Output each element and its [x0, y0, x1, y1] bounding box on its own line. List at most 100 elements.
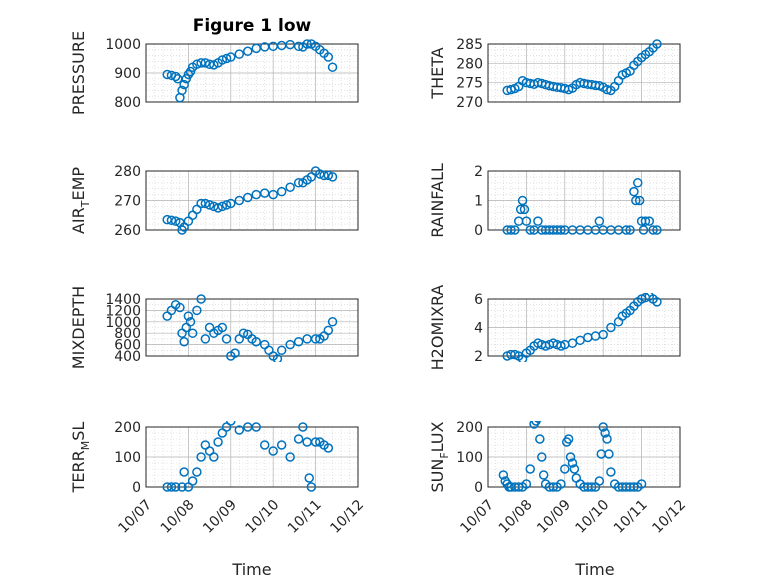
y-tick-label: 200 [114, 420, 141, 436]
data-point [498, 470, 509, 480]
data-point [221, 200, 232, 210]
data-point [276, 440, 287, 450]
data-point [226, 198, 236, 209]
data-point [556, 479, 566, 489]
x-tick-label: 10/07 [457, 497, 497, 537]
data-point [600, 428, 610, 438]
subplot-sun-flux: 0 100 200 SUNFLUX 10/0710/0810/0910/1010/111… [428, 420, 689, 537]
series-markers [162, 39, 338, 103]
data-point [323, 170, 334, 181]
data-point [629, 186, 639, 197]
series-markers [162, 166, 338, 235]
y-axis-label: PRESSURE [69, 31, 88, 115]
subplot-rainfall: 0 1 2 RAINFALL [428, 163, 681, 239]
series-markers [162, 294, 338, 362]
data-point [162, 69, 172, 80]
data-point [594, 216, 605, 226]
axes-box [145, 298, 359, 357]
data-point [238, 328, 249, 338]
data-point [234, 49, 245, 59]
data-point [170, 216, 181, 226]
data-point [510, 225, 520, 235]
data-point [310, 334, 321, 344]
y-tick-label: 1400 [105, 292, 141, 308]
data-point [638, 225, 649, 235]
data-point [230, 348, 240, 358]
axes-box [487, 43, 681, 103]
data-point [598, 422, 608, 432]
data-point [179, 467, 189, 477]
series-markers [502, 293, 662, 362]
y-tick-label: 100 [456, 450, 483, 466]
data-point [175, 302, 185, 313]
y-axis-label: RAINFALL [428, 163, 447, 238]
data-point [285, 452, 295, 462]
y-tick-label: 900 [114, 66, 141, 82]
data-point [221, 334, 232, 344]
data-point [556, 225, 566, 235]
data-point [525, 225, 535, 235]
data-point [521, 216, 532, 226]
data-point [217, 55, 228, 65]
data-point [560, 464, 570, 474]
y-tick-label: 260 [114, 223, 141, 239]
data-point [177, 85, 187, 96]
data-point [594, 476, 605, 486]
subplot-terr-msl: 0 100 200 TERRMSL 10/07 10/08 10/09 10/10 10/11 1… [69, 420, 367, 537]
x-tick-label: 10/08 [496, 497, 536, 537]
data-point [187, 328, 198, 338]
data-point [602, 434, 612, 444]
data-point [276, 345, 287, 356]
data-point [243, 192, 253, 203]
data-point [243, 46, 253, 56]
data-point [213, 437, 223, 447]
y-tick-label: 1 [474, 194, 483, 210]
data-point [606, 467, 616, 477]
data-point [533, 216, 543, 226]
data-point [327, 172, 338, 182]
data-point [298, 422, 308, 432]
y-axis-label: MIXDEPTH [69, 286, 88, 369]
data-point [648, 225, 658, 235]
data-point [586, 482, 597, 492]
data-point [535, 434, 545, 444]
series-markers [502, 178, 662, 235]
x-axis-label-left: Time [231, 560, 271, 579]
data-point [196, 452, 206, 462]
y-tick-label: 285 [456, 37, 483, 53]
data-point [217, 322, 228, 333]
x-tick-label: 10/09 [200, 497, 240, 537]
y-tick-label: 275 [456, 76, 483, 92]
data-point [506, 225, 516, 235]
y-tick-label: 270 [114, 194, 141, 210]
data-point [606, 322, 616, 333]
data-point [196, 294, 206, 304]
data-point [268, 189, 278, 200]
data-point [621, 225, 631, 235]
data-point [293, 178, 304, 188]
data-point [634, 195, 645, 206]
data-point [563, 434, 574, 444]
data-point [625, 225, 635, 235]
data-point [179, 337, 189, 347]
y-tick-label: 2 [474, 349, 483, 365]
data-point [276, 186, 287, 197]
y-tick-label: 800 [114, 326, 141, 342]
data-point [538, 470, 549, 480]
data-point [652, 39, 662, 49]
data-point [521, 479, 532, 489]
data-point [192, 467, 202, 477]
data-point [221, 53, 232, 64]
data-point [517, 195, 528, 206]
y-tick-label: 800 [114, 95, 141, 111]
data-point [569, 464, 580, 474]
x-tick-label: 10/10 [573, 497, 613, 537]
data-point [640, 216, 651, 226]
data-point [293, 434, 304, 444]
data-point [234, 195, 245, 206]
data-point [302, 39, 312, 49]
data-point [567, 458, 578, 468]
data-point [192, 305, 202, 316]
x-tick-label: 10/11 [611, 497, 651, 537]
